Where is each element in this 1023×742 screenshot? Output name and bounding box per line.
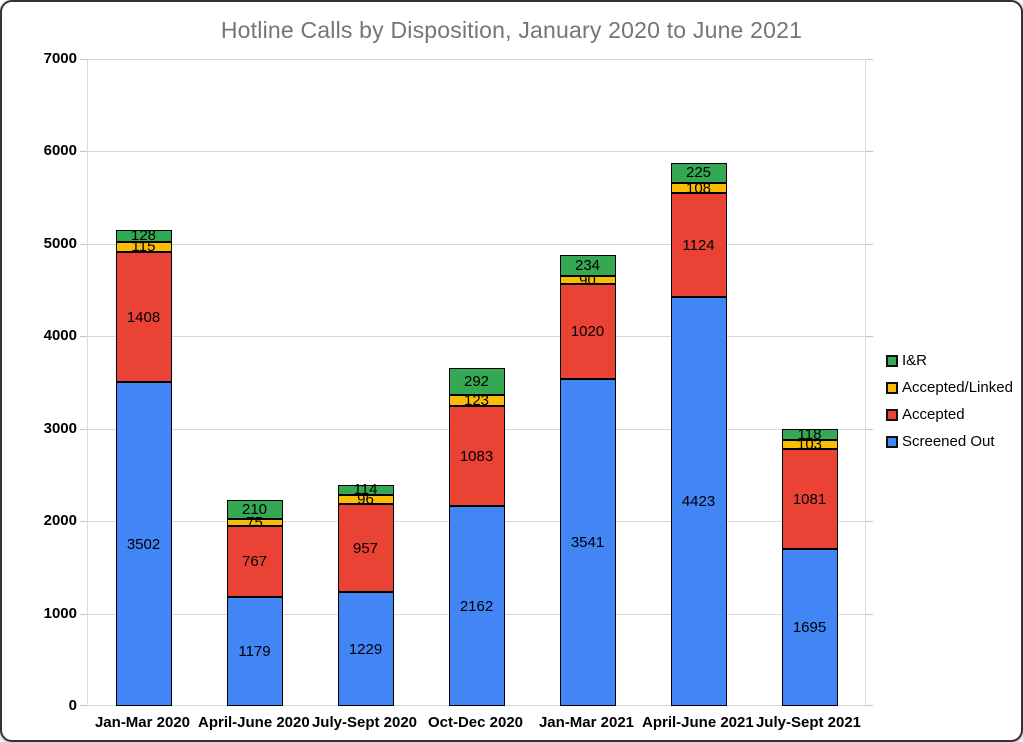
gridline xyxy=(88,243,865,245)
y-axis-tick xyxy=(866,613,873,615)
y-axis-label: 2000 xyxy=(43,512,77,530)
bar-segment[interactable] xyxy=(337,592,394,706)
bar-segment[interactable] xyxy=(448,506,505,706)
legend-swatch-icon xyxy=(886,354,898,367)
legend: I&R Accepted/Linked Accepted Screened Out xyxy=(886,347,1013,455)
y-axis-tick xyxy=(866,59,873,60)
y-axis-label: 4000 xyxy=(43,327,77,345)
bar-segment[interactable] xyxy=(670,297,727,706)
bar-segment[interactable] xyxy=(226,526,283,598)
legend-swatch-icon xyxy=(886,408,898,421)
chart-title: Hotline Calls by Disposition, January 20… xyxy=(220,17,803,43)
x-axis-label: Jan-Mar 2020 xyxy=(94,714,191,731)
bar-segment[interactable] xyxy=(448,367,505,395)
y-axis-label: 0 xyxy=(68,697,77,714)
x-axis-label: July-Sept 2021 xyxy=(755,714,862,731)
y-axis-tick xyxy=(866,428,873,430)
y-axis-label: 3000 xyxy=(43,419,77,437)
legend-item[interactable]: Screened Out xyxy=(886,428,1013,455)
bar-segment[interactable] xyxy=(115,241,172,253)
x-axis-label: April-June 2021 xyxy=(642,714,754,731)
gridline xyxy=(88,151,865,153)
bar-segment[interactable] xyxy=(781,429,838,440)
bar-segment[interactable] xyxy=(559,254,616,277)
bar-segment[interactable] xyxy=(115,229,172,242)
bar-segment[interactable] xyxy=(670,162,727,184)
gridline xyxy=(88,336,865,338)
legend-label: Accepted/Linked xyxy=(902,379,1013,396)
bar-segment[interactable] xyxy=(337,484,394,496)
plot-area: 3502 1408 115 128 1179 767 75 210 1229 957 96 114 21… xyxy=(80,59,873,706)
bar-segment[interactable] xyxy=(559,284,616,379)
bar-segment[interactable] xyxy=(781,449,838,550)
y-axis-tick xyxy=(80,705,87,706)
y-axis-tick xyxy=(80,336,87,338)
bar-segment[interactable] xyxy=(115,252,172,383)
legend-item[interactable]: Accepted/Linked xyxy=(886,374,1013,401)
y-axis-tick xyxy=(866,336,873,338)
legend-swatch-icon xyxy=(886,435,898,448)
y-axis-tick xyxy=(866,521,873,523)
y-axis-tick xyxy=(80,243,87,245)
x-axis-label: April-June 2020 xyxy=(198,714,310,731)
y-axis-tick xyxy=(866,151,873,153)
bar-segment[interactable] xyxy=(448,406,505,507)
gridline xyxy=(88,59,865,60)
x-axis-label: Oct-Dec 2020 xyxy=(427,714,524,731)
y-axis-tick xyxy=(866,705,873,706)
bar-segment[interactable] xyxy=(448,394,505,407)
bar-segment[interactable] xyxy=(226,499,283,520)
bar-segment[interactable] xyxy=(781,439,838,450)
y-axis-tick xyxy=(80,521,87,523)
y-axis-tick xyxy=(80,59,87,60)
legend-label: Accepted xyxy=(902,406,965,423)
bar-segment[interactable] xyxy=(781,549,838,706)
y-axis-label: 6000 xyxy=(43,142,77,160)
x-axis-label: Jan-Mar 2021 xyxy=(538,714,635,731)
bar-segment[interactable] xyxy=(670,193,727,298)
bar-segment[interactable] xyxy=(337,503,394,593)
bar-segment[interactable] xyxy=(559,276,616,285)
y-axis-label: 7000 xyxy=(43,50,77,67)
y-axis-label: 5000 xyxy=(43,234,77,252)
y-axis-tick xyxy=(866,243,873,245)
bar-segment[interactable] xyxy=(115,382,172,706)
legend-label: I&R xyxy=(902,352,928,369)
bar-segment[interactable] xyxy=(337,495,394,504)
legend-item[interactable]: I&R xyxy=(886,347,1013,374)
bar-segment[interactable] xyxy=(559,378,616,706)
y-axis-label: 1000 xyxy=(43,604,77,622)
bar-segment[interactable] xyxy=(226,597,283,706)
x-axis-label: July-Sept 2020 xyxy=(311,714,418,731)
legend-swatch-icon xyxy=(886,381,898,394)
bar-segment[interactable] xyxy=(226,519,283,527)
y-axis-tick xyxy=(80,151,87,153)
legend-label: Screened Out xyxy=(902,433,995,450)
legend-item[interactable]: Accepted xyxy=(886,401,1013,428)
bar-segment[interactable] xyxy=(670,183,727,194)
y-axis-tick xyxy=(80,428,87,430)
y-axis-tick xyxy=(80,613,87,615)
